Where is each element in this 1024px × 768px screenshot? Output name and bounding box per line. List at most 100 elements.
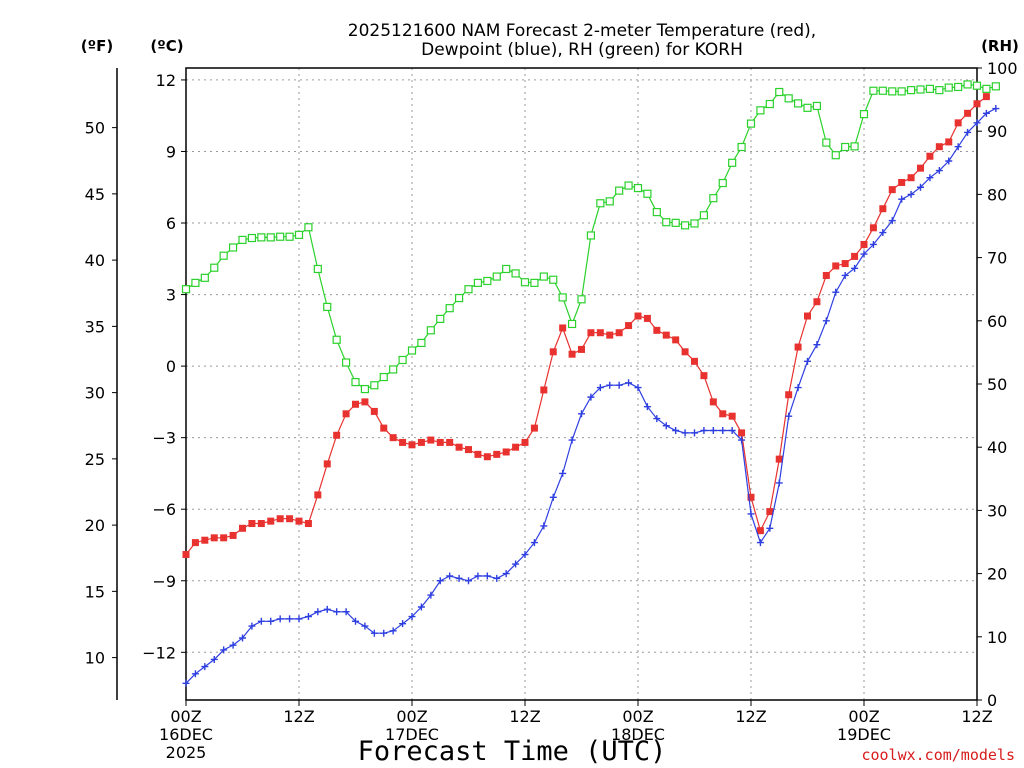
dewpoint-point (643, 403, 651, 411)
temperature-point (738, 429, 746, 437)
rh-point (360, 384, 370, 394)
rh-point (916, 85, 925, 94)
rh-point (963, 80, 972, 89)
rh-point (341, 358, 351, 367)
temperature-point (295, 517, 303, 525)
temperature-point (785, 391, 793, 399)
x-tick-label-line: 12Z (283, 707, 314, 726)
rh-unit-label: (RH) (981, 37, 1019, 55)
rh-point (746, 119, 756, 128)
dewpoint-point (869, 240, 877, 248)
temperature-point (257, 520, 265, 528)
dewpoint-point (210, 655, 218, 663)
temperature-point (747, 493, 755, 501)
rh-point (831, 151, 840, 160)
temperature-point (239, 524, 246, 532)
f-tick-label: 30 (85, 384, 105, 403)
c-tick-label: 3 (166, 286, 176, 305)
rh-point (276, 232, 285, 241)
fahrenheit-unit-label: (ºF) (81, 37, 113, 55)
dewpoint-point (832, 288, 840, 296)
rh-point (247, 233, 257, 243)
rh-point (596, 199, 605, 208)
rh-tick-label: 10 (987, 628, 1007, 647)
dewpoint-point (342, 608, 350, 616)
rh-point (728, 158, 737, 167)
dewpoint-point (568, 436, 576, 444)
rh-point (351, 378, 360, 387)
temperature-point (201, 536, 209, 544)
rh-point (850, 142, 859, 151)
temperature-point (813, 298, 821, 306)
rh-point (615, 186, 624, 195)
rh-point (709, 194, 718, 203)
dewpoint-point (352, 617, 359, 625)
rh-point (407, 346, 417, 355)
dewpoint-point (295, 615, 303, 623)
rh-point (294, 230, 304, 239)
rh-point (680, 221, 690, 230)
temperature-point (841, 260, 849, 268)
dewpoint-point (220, 646, 228, 654)
temperature-point (191, 539, 199, 547)
rh-point (389, 365, 398, 374)
rh-point (954, 82, 963, 92)
dewpoint-point (399, 620, 407, 628)
dewpoint-point (304, 613, 312, 621)
dewpoint-point (540, 522, 548, 530)
c-tick-label: 0 (166, 357, 176, 376)
temperature-point (596, 329, 604, 337)
rh-point (718, 178, 727, 188)
rh-point (803, 103, 812, 112)
dewpoint-point (483, 572, 491, 580)
dewpoint-point (747, 510, 755, 518)
celsius-unit-label: (ºC) (150, 37, 183, 55)
temperature-point (549, 348, 557, 356)
dewpoint-point (634, 384, 642, 392)
rh-point (530, 278, 539, 287)
rh-point (643, 189, 652, 198)
x-tick-label: 12Z (961, 707, 992, 726)
temperature-point (455, 443, 463, 451)
rh-point (492, 272, 501, 281)
chart-title-line1: 2025121600 NAM Forecast 2-meter Temperat… (348, 21, 816, 41)
temperature-point (775, 455, 783, 463)
temperature-point (417, 438, 425, 446)
rh-tick-label: 60 (987, 312, 1007, 331)
c-tick-label: 9 (166, 142, 176, 161)
dewpoint-point (992, 105, 1000, 113)
rh-point (662, 218, 671, 227)
dewpoint-point (239, 634, 246, 642)
dewpoint-point (615, 381, 623, 389)
dewpoint-point (973, 119, 981, 127)
temperature-point (945, 138, 953, 146)
dewpoint-point (964, 128, 972, 136)
temperature-point (220, 534, 228, 542)
temperature-point (625, 322, 633, 330)
dewpoint-point (191, 670, 199, 678)
rh-point (605, 197, 614, 206)
rh-point (633, 183, 643, 193)
temperature-point (804, 312, 811, 320)
rh-point (398, 355, 407, 365)
dewpoint-point (446, 572, 454, 580)
rh-tick-label: 0 (987, 691, 997, 710)
dewpoint-point (935, 167, 943, 175)
rh-point (991, 82, 1000, 91)
rh-point (370, 381, 379, 390)
rh-point (445, 304, 454, 313)
dewpoint-point (917, 183, 924, 191)
temperature-point (229, 531, 237, 539)
temperature-point (304, 520, 312, 528)
temperature-point (888, 186, 896, 194)
dewpoint-point (323, 605, 331, 613)
dewpoint-point (361, 622, 369, 630)
x-tick-label: 00Z 19DEC (837, 707, 891, 744)
x-tick-label-line: 2025 (166, 743, 207, 762)
dewpoint-point (672, 427, 680, 435)
x-tick-label-line: 12Z (961, 707, 992, 726)
temperature-point (954, 119, 962, 127)
rh-point (944, 83, 953, 92)
temperature-point (493, 450, 501, 458)
